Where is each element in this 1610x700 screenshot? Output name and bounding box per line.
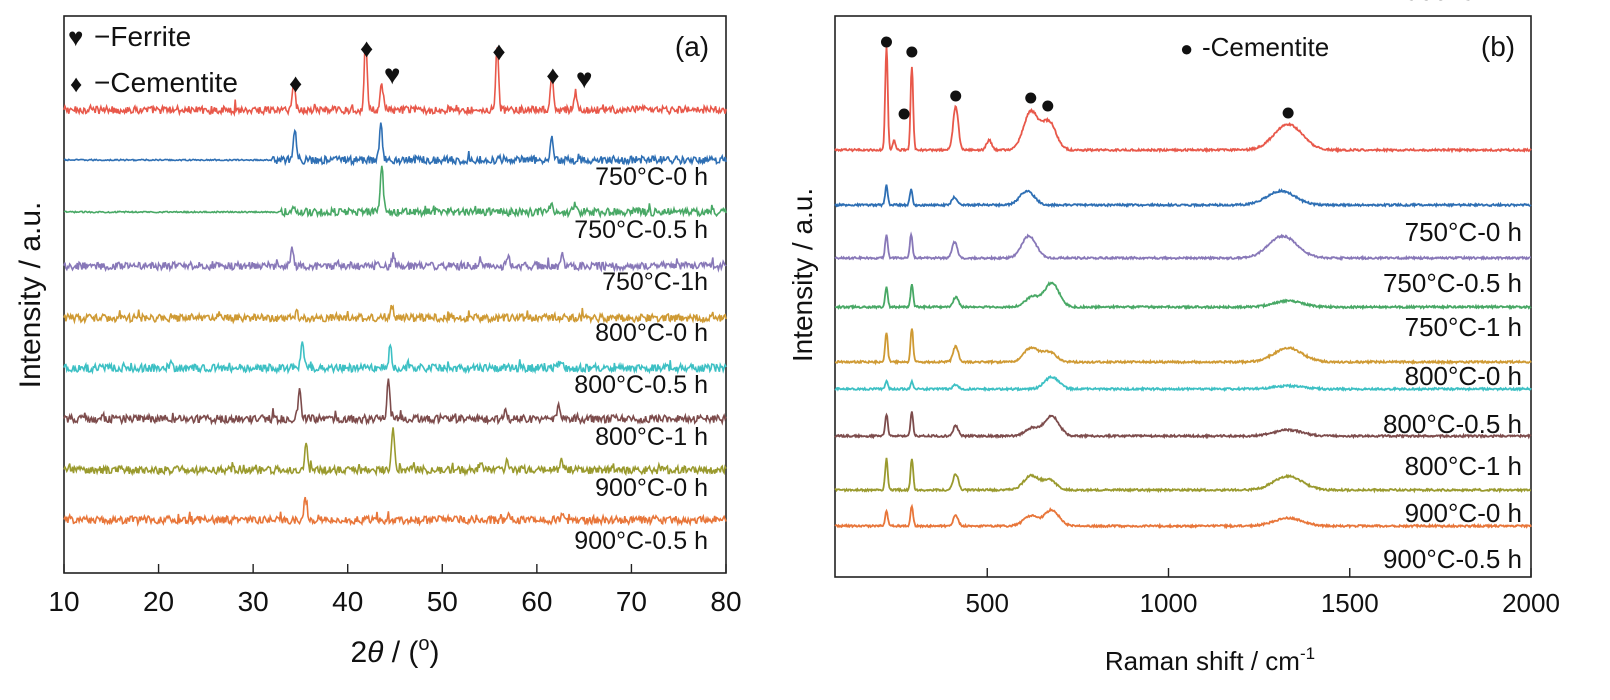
- panel-b-x-ticks: 500 1000 1500 2000: [966, 568, 1560, 618]
- panel-a-x-tick-label: 10: [48, 586, 79, 617]
- panel-b-series-group: [834, 46, 1532, 530]
- panel-b-x-axis-label: Raman shift / cm-1: [1105, 644, 1315, 676]
- panel-a-x-tick-label: 80: [710, 586, 741, 617]
- panel-a-x-tick-label: 60: [521, 586, 552, 617]
- panel-a-x-axis-label-unit: / (: [383, 636, 418, 669]
- panel-a-series-line: [63, 378, 727, 426]
- panel-b-cementite-marker: [880, 36, 892, 48]
- panel-a-cementite-marker: ♦: [492, 36, 505, 66]
- panel-a-legend-cementite-text: −Cementite: [94, 67, 238, 98]
- panel-b-cementite-marker: [950, 90, 962, 102]
- panel-a-series-label: 750°C-0.5 h: [574, 216, 708, 244]
- panel-b-series-label: 800°C-1 h: [1405, 451, 1522, 481]
- panel-a-legend-ferrite-text: −Ferrite: [94, 21, 191, 52]
- panel-a-cementite-marker: ♦: [289, 68, 302, 98]
- panel-b-cementite-marker: [1025, 92, 1037, 104]
- panel-a-series-label: 800°C-0 h: [595, 319, 708, 347]
- panel-b-series-label: 750°C-1 h: [1405, 312, 1522, 342]
- panel-a-ferrite-marker: ♥: [384, 59, 401, 90]
- panel-a-x-tick-label: 70: [616, 586, 647, 617]
- panel-b-series-line: [834, 457, 1531, 494]
- panel-a-label: (a): [675, 31, 709, 62]
- panel-b-x-tick-label: 1000: [1140, 588, 1198, 618]
- panel-a-series-labels: 750°C-0 h 750°C-0.5 h 750°C-1h 800°C-0 h 800…: [574, 163, 708, 555]
- panel-b-series-label: 800°C-0.5 h: [1383, 409, 1522, 439]
- panel-a-x-axis-label-degree: o: [418, 633, 429, 655]
- panel-b-series-line: [834, 411, 1532, 440]
- panel-b-cementite-marker: [898, 108, 910, 120]
- panel-a-cementite-marker: ♦: [360, 33, 373, 63]
- panel-a-series-label: 900°C-0.5 h: [574, 527, 708, 555]
- panel-a-x-tick-label: 30: [238, 586, 269, 617]
- panel-a-x-axis-label-close: ): [430, 636, 440, 669]
- panel-b-series-line: [834, 280, 1532, 311]
- panel-b-series-line: [834, 503, 1532, 530]
- panel-b-x-axis-label-sup: -1: [1300, 644, 1315, 663]
- panel-a-frame: [63, 15, 727, 574]
- panel-b-x-tick-label: 1500: [1321, 588, 1379, 618]
- panel-b-series-line: [834, 184, 1532, 209]
- panel-a-ferrite-marker: ♥: [576, 63, 593, 94]
- panel-b-cementite-marker: [1282, 107, 1294, 119]
- panel-b-series-label: 900°C-0 h: [1405, 498, 1522, 528]
- panel-a-series-line: [63, 45, 727, 118]
- panel-a-series-group: [63, 45, 727, 527]
- panel-a-markers: ♦ ♦ ♥ ♦ ♦ ♥: [289, 33, 592, 98]
- panel-b-series-label: 750°C-0.5 h: [1383, 268, 1522, 298]
- panel-b-series-label: 800°C-0 h: [1405, 361, 1522, 391]
- panel-a-series-label: 750°C-1h: [602, 268, 708, 296]
- panel-a-series-label: 750°C-0 h: [595, 163, 708, 191]
- panel-b-legend-cementite-text: -Cementite: [1202, 32, 1329, 62]
- panel-a-series-label: 800°C-1 h: [595, 423, 708, 451]
- panel-b: 750°C-0 h 750°C-0.5 h 750°C-1 h 800°C-0 h 80…: [787, 0, 1560, 676]
- panel-b-x-axis-label-main: Raman shift / cm: [1105, 646, 1300, 676]
- panel-b-series-label: 750°C-0 h: [1405, 217, 1522, 247]
- panel-a: ♦ ♦ ♥ ♦ ♦ ♥ 750°C-0 h 750°C-0.5 h 750°C-1h 800°C…: [14, 15, 742, 669]
- panel-a-series-label: 900°C-0 h: [595, 474, 708, 502]
- panel-a-series-line: [63, 341, 727, 375]
- panel-a-x-axis-label-prefix: 2: [350, 636, 367, 669]
- panel-b-series-label: 900°C-1 h: [1405, 0, 1522, 6]
- panel-a-series-label: 800°C-0.5 h: [574, 371, 708, 399]
- panel-a-series-line: [63, 165, 727, 219]
- panel-a-x-axis-label-theta: θ: [367, 636, 384, 669]
- panel-a-series-line: [63, 304, 727, 325]
- panel-b-frame: [834, 15, 1532, 578]
- panel-b-cementite-marker: [906, 46, 918, 58]
- panel-b-series-line: [834, 374, 1532, 393]
- panel-b-legend-cementite-symbol: ●: [1180, 36, 1193, 61]
- panel-b-markers: [880, 36, 1294, 120]
- panel-b-y-axis-label: Intensity / a.u.: [787, 188, 818, 362]
- panel-a-y-axis-label: Intensity / a.u.: [14, 202, 47, 389]
- panel-a-legend-ferrite-symbol: ♥: [68, 22, 83, 52]
- panel-a-x-tick-label: 40: [332, 586, 363, 617]
- panel-b-series-line: [834, 231, 1531, 262]
- panel-b-label: (b): [1481, 31, 1515, 62]
- panel-a-legend-cementite-symbol: ♦: [70, 71, 82, 98]
- panel-b-series-line: [834, 46, 1532, 154]
- panel-a-x-tick-label: 20: [143, 586, 174, 617]
- panel-a-cementite-marker: ♦: [546, 60, 559, 90]
- panel-b-series-labels: 750°C-0 h 750°C-0.5 h 750°C-1 h 800°C-0 h 80…: [1383, 0, 1522, 574]
- panel-a-x-ticks: 10 20 30 40 50 60 70 80: [48, 564, 742, 617]
- panel-b-cementite-marker: [1042, 100, 1054, 112]
- panel-a-series-line: [63, 122, 727, 167]
- panel-b-series-label: 900°C-0.5 h: [1383, 544, 1522, 574]
- panel-a-x-axis-label: 2θ / (o): [350, 633, 439, 669]
- panel-a-x-tick-label: 50: [427, 586, 458, 617]
- panel-a-series-line: [63, 496, 727, 527]
- panel-a-series-line: [63, 246, 727, 273]
- panel-a-series-line: [63, 427, 727, 477]
- panel-b-x-tick-label: 2000: [1502, 588, 1560, 618]
- panel-b-x-tick-label: 500: [966, 588, 1009, 618]
- panel-b-series-line: [834, 328, 1532, 366]
